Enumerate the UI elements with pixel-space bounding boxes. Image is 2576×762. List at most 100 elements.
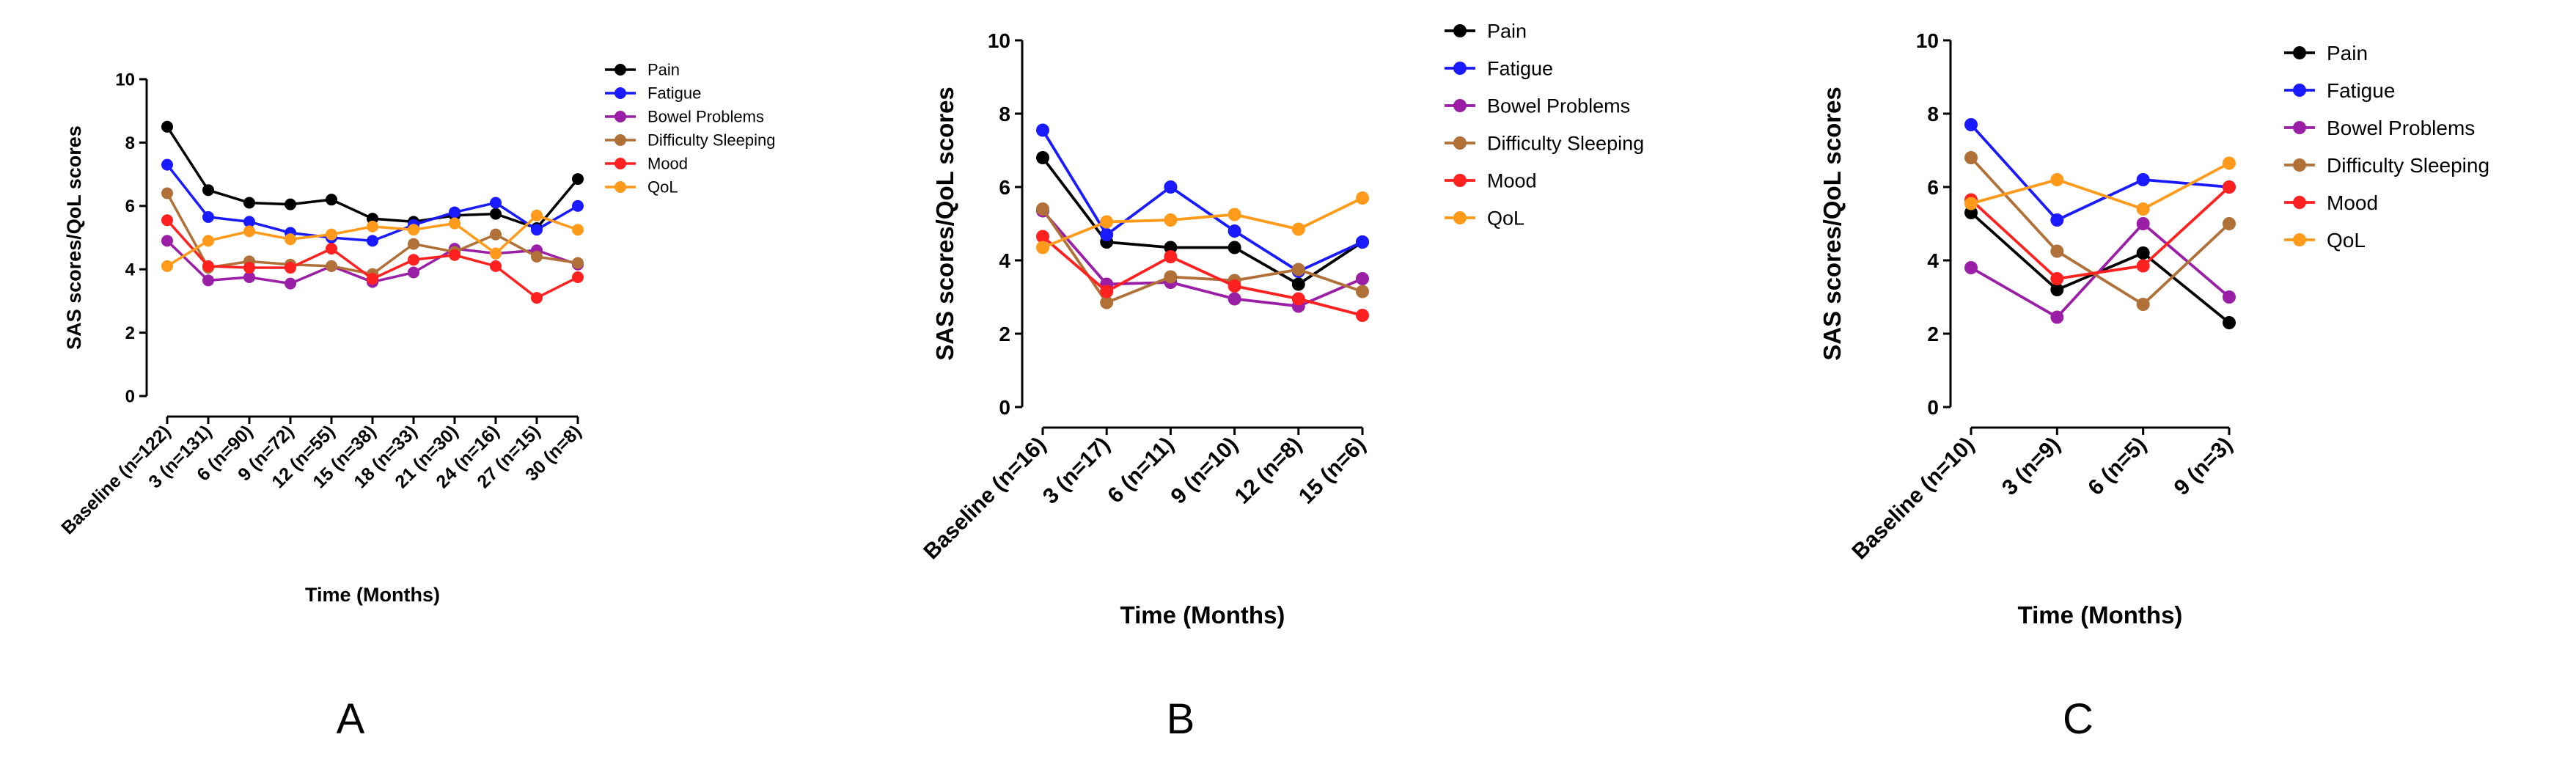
- series-line-fatigue: [1041, 129, 1363, 273]
- data-point-qol: [161, 260, 173, 272]
- data-point-mood: [1164, 250, 1178, 263]
- data-point-pain: [1228, 241, 1241, 254]
- data-point-mood: [1100, 285, 1114, 298]
- legend-label-qol: QoL: [2327, 229, 2366, 252]
- data-point-difficulty-sleeping: [1100, 296, 1114, 309]
- y-tick-label: 6: [1927, 176, 1939, 199]
- x-tick-label: Baseline (n=10): [1847, 433, 1979, 565]
- data-point-pain: [202, 184, 214, 197]
- data-point-difficulty-sleeping: [572, 257, 584, 269]
- legend-swatch-marker-difficulty-sleeping: [1453, 136, 1467, 150]
- data-point-mood: [408, 254, 419, 266]
- legend-label-fatigue: Fatigue: [1487, 57, 1553, 79]
- legend-label-difficulty-sleeping: Difficulty Sleeping: [1487, 132, 1644, 154]
- data-point-qol: [1356, 191, 1369, 205]
- y-tick-label: 6: [125, 197, 135, 216]
- data-point-pain: [2050, 283, 2064, 296]
- data-point-pain: [2223, 316, 2236, 329]
- legend-swatch-marker-mood: [2293, 196, 2306, 209]
- data-point-fatigue: [243, 216, 255, 228]
- data-point-pain: [490, 208, 502, 220]
- data-point-bowel-problems: [408, 266, 419, 279]
- data-point-qol: [2223, 156, 2236, 170]
- data-point-mood: [202, 260, 214, 272]
- data-point-mood: [326, 243, 337, 255]
- x-tick-label: Baseline (n=16): [919, 433, 1051, 565]
- x-tick-label: 9 (n=3): [2170, 433, 2237, 500]
- x-axis-label: Time (Months): [1120, 601, 1285, 629]
- y-axis-label: SAS scores/QoL scores: [63, 125, 85, 350]
- data-point-difficulty-sleeping: [326, 260, 337, 272]
- data-point-pain: [326, 194, 337, 206]
- data-point-bowel-problems: [1356, 272, 1369, 285]
- legend-label-fatigue: Fatigue: [2327, 79, 2395, 102]
- legend-label-bowel-problems: Bowel Problems: [2327, 117, 2475, 139]
- x-tick-label: 3 (n=9): [1997, 433, 2065, 500]
- data-point-qol: [449, 217, 460, 230]
- series-line-mood: [1970, 186, 2231, 280]
- y-tick-label: 0: [1927, 396, 1939, 419]
- legend-swatch-marker-difficulty-sleeping: [2293, 158, 2306, 172]
- data-point-difficulty-sleeping: [2050, 244, 2064, 258]
- legend-label-difficulty-sleeping: Difficulty Sleeping: [2327, 154, 2489, 177]
- y-tick-label: 4: [999, 249, 1010, 272]
- x-tick-label: 12 (n=8): [1230, 433, 1307, 509]
- legend-swatch-marker-fatigue: [1453, 62, 1467, 75]
- y-tick-label: 10: [1916, 29, 1939, 52]
- x-tick-label: 3 (n=17): [1038, 433, 1115, 509]
- data-point-fatigue: [202, 210, 214, 223]
- data-point-mood: [2050, 272, 2064, 285]
- data-point-mood: [367, 273, 378, 285]
- data-point-mood: [1291, 292, 1305, 306]
- legend-label-mood: Mood: [1487, 169, 1537, 191]
- data-point-pain: [243, 197, 255, 209]
- series-line-mood: [1041, 235, 1363, 317]
- data-point-mood: [1036, 230, 1049, 243]
- legend-swatch-marker-qol: [1453, 211, 1467, 224]
- data-point-difficulty-sleeping: [161, 187, 173, 199]
- data-point-pain: [572, 173, 584, 186]
- y-tick-label: 0: [125, 387, 135, 406]
- data-point-fatigue: [1036, 123, 1049, 137]
- legend-swatch-marker-pain: [2293, 46, 2306, 59]
- series-line-bowel-problems: [1041, 210, 1363, 308]
- data-point-mood: [1356, 309, 1369, 322]
- data-point-fatigue: [572, 199, 584, 212]
- data-point-fatigue: [490, 197, 502, 209]
- legend-label-qol: QoL: [647, 178, 678, 197]
- legend-swatch-marker-qol: [2293, 233, 2306, 246]
- data-point-bowel-problems: [202, 274, 214, 287]
- y-axis-label: SAS scores/QoL scores: [1819, 87, 1846, 361]
- x-tick-label: 6 (n=11): [1103, 433, 1178, 508]
- data-point-difficulty-sleeping: [408, 238, 419, 250]
- series-line-bowel-problems: [1970, 222, 2231, 319]
- x-tick-label: 15 (n=6): [1294, 433, 1370, 509]
- data-point-fatigue: [449, 206, 460, 219]
- legend-swatch-marker-pain: [1453, 24, 1467, 37]
- data-point-mood: [531, 292, 543, 304]
- data-point-fatigue: [1164, 180, 1178, 194]
- x-axis-label: Time (Months): [305, 584, 440, 606]
- data-point-difficulty-sleeping: [1964, 151, 1978, 164]
- data-point-bowel-problems: [1964, 261, 1978, 274]
- data-point-pain: [1291, 277, 1305, 291]
- data-point-mood: [2136, 259, 2150, 273]
- data-point-fatigue: [2050, 213, 2064, 227]
- data-point-qol: [1228, 208, 1241, 221]
- data-point-pain: [285, 198, 296, 210]
- data-point-difficulty-sleeping: [490, 228, 502, 241]
- data-point-mood: [243, 262, 255, 274]
- data-point-fatigue: [531, 224, 543, 236]
- y-tick-label: 6: [999, 176, 1010, 199]
- legend-swatch-marker-bowel-problems: [614, 111, 626, 122]
- panel-label: C: [2063, 695, 2094, 743]
- y-tick-label: 4: [1927, 249, 1939, 272]
- panel-label: B: [1167, 695, 1195, 743]
- data-point-bowel-problems: [2223, 290, 2236, 304]
- data-point-difficulty-sleeping: [1164, 270, 1178, 284]
- data-point-mood: [2223, 180, 2236, 194]
- data-point-difficulty-sleeping: [1356, 285, 1369, 298]
- chart-panel-c: 0 2 4 6 8 10 Baseline (n=10) 3 (n=9) 6 (n=5) 9 (n…: [1819, 29, 2489, 743]
- legend-swatch-marker-bowel-problems: [2293, 121, 2306, 134]
